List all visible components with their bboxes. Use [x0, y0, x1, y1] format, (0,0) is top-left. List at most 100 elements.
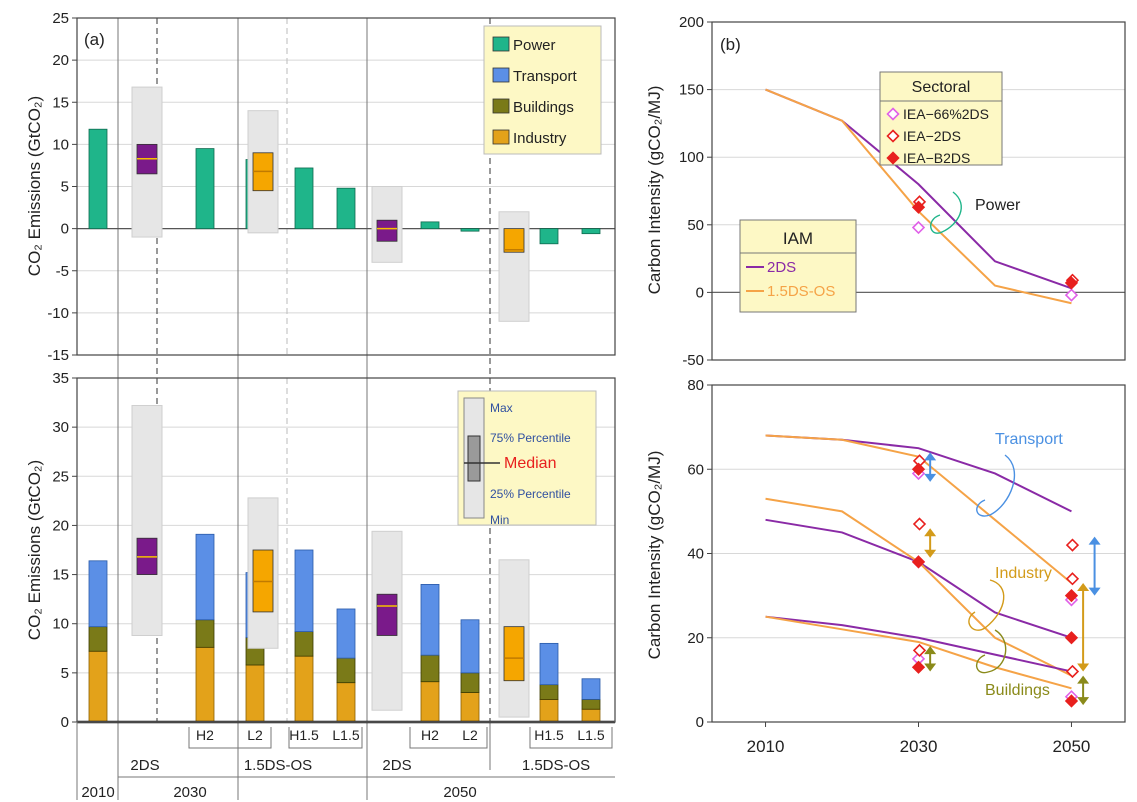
- arrowhead: [1077, 675, 1090, 684]
- bar-industry: [294, 655, 314, 723]
- bar-industry: [460, 692, 480, 723]
- arrowhead: [1077, 582, 1090, 591]
- marker-filled-diamond: [1064, 588, 1079, 603]
- bar-power: [336, 187, 356, 230]
- panel-b: Power Transport Industry Buildings -50 0 50 100…: [645, 14, 1126, 756]
- bar-buildings: [460, 672, 480, 693]
- legend-swatch: [492, 98, 510, 114]
- marker-open-diamond: [1065, 572, 1080, 586]
- bar-buildings: [195, 619, 215, 648]
- y-tick-label: 20: [52, 517, 69, 534]
- legend-label: Industry: [513, 130, 567, 147]
- legend-label: Min: [490, 513, 509, 527]
- bar-industry: [336, 682, 356, 723]
- x-subcategory-label: L1.5: [577, 727, 604, 743]
- bar-transport: [195, 533, 215, 621]
- y-tick-label: 40: [687, 546, 704, 563]
- x-tick-label: 2050: [1053, 737, 1091, 756]
- legend-swatch: [492, 67, 510, 83]
- arrowhead: [1088, 536, 1101, 545]
- legend-iqr: [467, 435, 481, 482]
- bar-transport: [460, 619, 480, 674]
- y-tick-label: 60: [687, 461, 704, 478]
- y-tick-label: 30: [52, 419, 69, 436]
- bar-power: [195, 148, 215, 230]
- bar-transport: [539, 642, 559, 686]
- marker-open-diamond: [1065, 664, 1080, 679]
- x-tick-label: 2010: [747, 737, 785, 756]
- line-buildings-2ds: [765, 615, 1072, 673]
- legend-swatch: [492, 36, 510, 52]
- y-tick-label: 100: [679, 149, 704, 166]
- marker-open-diamond: [912, 643, 927, 658]
- annotation-buildings: Buildings: [985, 682, 1050, 699]
- marker-filled-diamond: [1064, 694, 1079, 708]
- iqr-box: [503, 626, 525, 682]
- bracket: [188, 727, 272, 749]
- legend-label: 2DS: [767, 259, 796, 276]
- y-tick-label: 15: [52, 94, 69, 111]
- legend-swatch: [492, 129, 510, 145]
- annotation-curve: [976, 629, 1007, 674]
- y-axis-label: Carbon Intensity (gCO₂/MJ): [645, 451, 664, 660]
- legend-title: IAM: [783, 229, 813, 248]
- legend-marker: [886, 151, 900, 165]
- bar-power: [539, 228, 559, 245]
- y-tick-label: -15: [47, 347, 69, 364]
- iqr-box: [503, 228, 525, 253]
- y-tick-label: 20: [687, 630, 704, 647]
- y-tick-label: 0: [696, 714, 704, 731]
- legend-title: Sectoral: [912, 79, 971, 96]
- x-subcategory-label: H1.5: [534, 727, 564, 743]
- bar-industry: [539, 698, 559, 723]
- legend-label: IEA−2DS: [903, 128, 961, 144]
- arrowhead: [1088, 587, 1101, 596]
- y-tick-label: 35: [52, 370, 69, 387]
- bar-power: [420, 221, 440, 230]
- bar-power: [581, 228, 601, 235]
- arrowhead: [924, 663, 937, 672]
- annotation-power: Power: [975, 197, 1021, 214]
- year-label: 2010: [81, 784, 114, 801]
- arrowhead: [924, 549, 937, 558]
- scenario-label: 1.5DS-OS: [244, 757, 312, 774]
- bar-industry: [88, 650, 108, 723]
- bar-transport: [294, 549, 314, 632]
- marker-filled-diamond: [911, 660, 926, 674]
- y-tick-label: 25: [52, 468, 69, 485]
- x-subcategory-label: L1.5: [332, 727, 359, 743]
- y-tick-label: 20: [52, 52, 69, 69]
- scenario-label: 2DS: [382, 757, 411, 774]
- legend-label: 25% Percentile: [490, 487, 571, 501]
- legend-label: Power: [513, 37, 556, 54]
- y-tick-label: 5: [61, 665, 69, 682]
- y-tick-label: -50: [682, 352, 704, 369]
- legend-label: Buildings: [513, 99, 574, 116]
- iam-legend: IAM 2DS 1.5DS-OS: [739, 219, 857, 313]
- y-tick-label: 5: [61, 179, 69, 196]
- annotation-transport: Transport: [995, 431, 1063, 448]
- y-tick-label: 80: [687, 377, 704, 394]
- bar-power: [294, 167, 314, 230]
- marker-filled-diamond: [911, 462, 926, 476]
- panel-label: (a): [84, 30, 105, 49]
- marker-filled-diamond: [911, 555, 926, 569]
- y-axis-label: CO₂ Emissions (GtCO₂): [25, 460, 44, 640]
- bar-transport: [581, 678, 601, 700]
- bracket: [529, 727, 613, 749]
- scenario-label: 1.5DS-OS: [522, 757, 590, 774]
- annotation-industry: Industry: [995, 565, 1052, 582]
- arrowhead: [1077, 697, 1090, 706]
- y-tick-label: 25: [52, 10, 69, 27]
- bar-buildings: [336, 657, 356, 684]
- y-tick-label: 50: [687, 217, 704, 234]
- annotation-curve: [968, 579, 1005, 631]
- arrowhead: [924, 473, 937, 482]
- bracket: [409, 727, 488, 749]
- iqr-box: [376, 219, 398, 242]
- scenario-label: 2DS: [130, 757, 159, 774]
- bracket: [288, 727, 363, 749]
- legend-label: 1.5DS-OS: [767, 283, 835, 300]
- annotation-curve: [930, 191, 962, 234]
- marker-open-diamond: [1065, 538, 1080, 552]
